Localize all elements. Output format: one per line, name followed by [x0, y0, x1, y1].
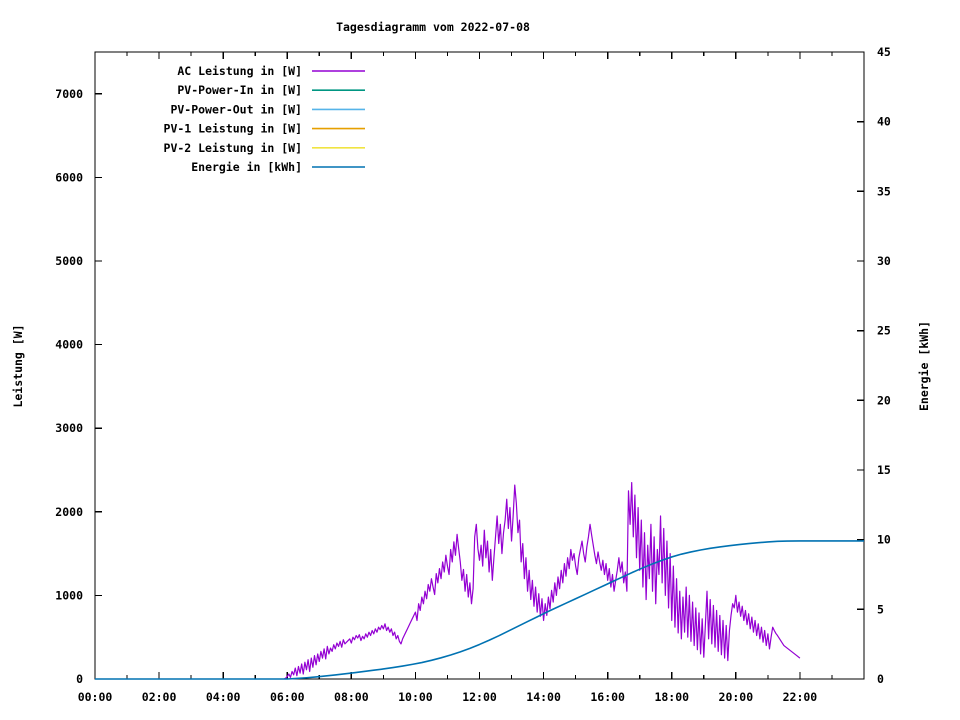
x-axis-ticks: 00:00 02:00 04:00 06:00 08:00 10:00 12:00 14:00…: [78, 52, 833, 704]
x-tick-label: 16:00: [590, 690, 625, 704]
y2-tick-label: 45: [877, 45, 891, 59]
y-axis-title: Leistung [W]: [11, 324, 25, 407]
x-tick-label: 18:00: [654, 690, 689, 704]
series-line-ac-leistung-in-w: [283, 481, 801, 680]
series-lines: [95, 481, 864, 680]
x-tick-label: 12:00: [462, 690, 497, 704]
y2-tick-label: 10: [877, 533, 891, 547]
y2-axis-ticks: 0 5 10 15 20 25 30 35 40 45: [857, 45, 891, 686]
y2-tick-label: 20: [877, 393, 891, 407]
y2-tick-label: 25: [877, 324, 891, 338]
legend-label-0: AC Leistung in [W]: [177, 64, 302, 78]
y2-axis-title: Energie [kWh]: [917, 321, 931, 411]
legend-label-5: Energie in [kWh]: [191, 160, 302, 174]
y-tick-label: 5000: [55, 254, 83, 268]
x-tick-label: 10:00: [398, 690, 433, 704]
chart-title: Tagesdiagramm vom 2022-07-08: [336, 20, 530, 34]
y-tick-label: 1000: [55, 588, 83, 602]
x-tick-label: 22:00: [783, 690, 818, 704]
y2-tick-label: 30: [877, 254, 891, 268]
y2-tick-label: 35: [877, 184, 891, 198]
y-tick-label: 7000: [55, 87, 83, 101]
y-tick-label: 6000: [55, 170, 83, 184]
x-tick-label: 02:00: [142, 690, 177, 704]
y-tick-label: 0: [76, 672, 83, 686]
y-tick-label: 3000: [55, 421, 83, 435]
x-tick-label: 14:00: [526, 690, 561, 704]
y2-tick-label: 40: [877, 115, 891, 129]
legend-label-4: PV-2 Leistung in [W]: [164, 141, 302, 155]
y2-tick-label: 15: [877, 463, 891, 477]
y2-tick-label: 0: [877, 672, 884, 686]
y-tick-label: 4000: [55, 338, 83, 352]
x-tick-label: 00:00: [78, 690, 113, 704]
x-tick-label: 20:00: [719, 690, 754, 704]
x-tick-label: 04:00: [206, 690, 241, 704]
legend-label-2: PV-Power-Out in [W]: [170, 102, 302, 116]
y-axis-ticks: 0 1000 2000 3000 4000 5000 6000 7000: [55, 87, 102, 686]
y-tick-label: 2000: [55, 505, 83, 519]
series-line-energie-in-kwh: [95, 540, 864, 680]
x-tick-label: 06:00: [270, 690, 305, 704]
legend-label-1: PV-Power-In in [W]: [177, 83, 302, 97]
x-tick-label: 08:00: [334, 690, 369, 704]
legend-label-3: PV-1 Leistung in [W]: [164, 122, 302, 136]
chart-legend: AC Leistung in [W] PV-Power-In in [W] PV-P…: [164, 64, 365, 174]
y2-tick-label: 5: [877, 602, 884, 616]
